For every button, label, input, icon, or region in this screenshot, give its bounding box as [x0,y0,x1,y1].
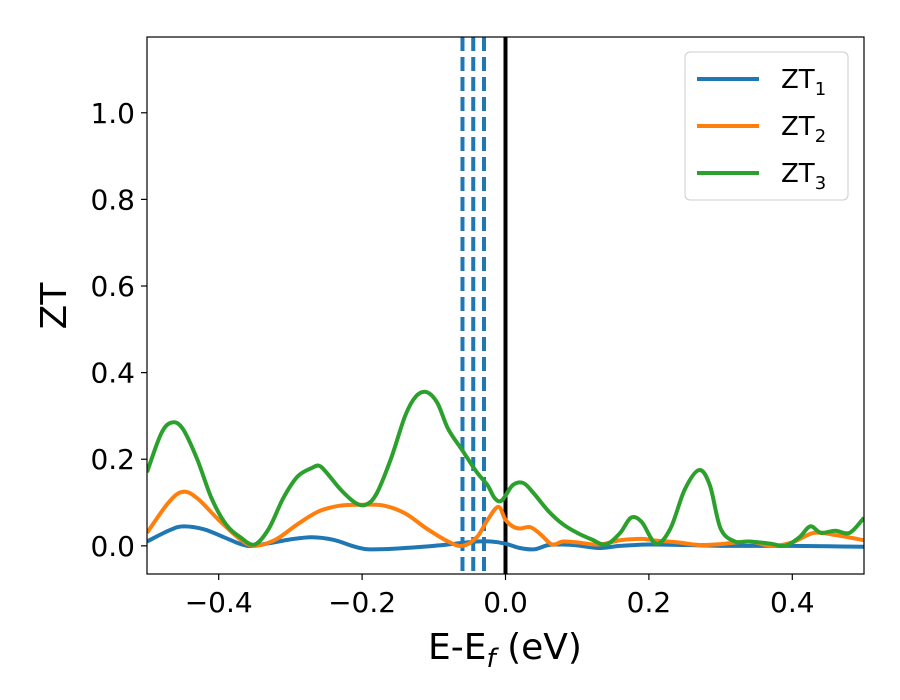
x-tick-label: 0.2 [627,586,672,619]
x-tick-label: 0.4 [770,586,815,619]
y-tick-label: 0.4 [90,357,135,390]
legend-label-ZT3: ZT3 [781,159,826,194]
y-axis-title: ZT [34,282,75,330]
y-tick-label: 0.0 [90,530,135,563]
y-axis-ticks: 0.0 0.2 0.4 0.6 0.8 1.0 [90,97,147,563]
series-line-ZT3 [147,389,864,549]
y-tick-label: 0.8 [90,183,135,216]
legend-label-ZT1: ZT1 [781,65,826,100]
x-axis-title: E-Ef (eV) [428,627,582,674]
vertical-lines [460,37,508,574]
series-line-ZT2 [147,489,864,548]
series-lines [147,389,864,552]
legend-label-ZT2: ZT2 [781,112,826,147]
x-axis-ticks: −0.4 −0.2 0.0 0.2 0.4 [185,574,815,619]
y-tick-label: 0.6 [90,270,135,303]
x-tick-label: −0.2 [328,586,396,619]
legend: ZT1 ZT2 ZT3 [684,51,849,201]
legend-frame [684,51,849,201]
y-tick-label: 1.0 [90,97,135,130]
x-tick-label: −0.4 [185,586,253,619]
x-tick-label: 0.0 [483,586,528,619]
y-tick-label: 0.2 [90,443,135,476]
